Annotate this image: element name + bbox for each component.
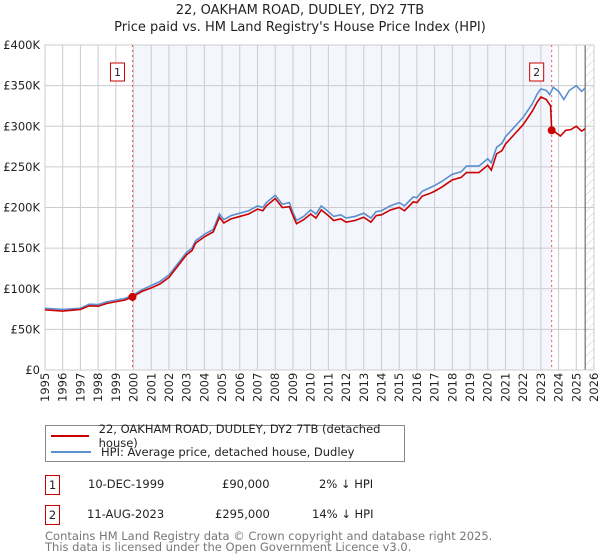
x-tick-label: 2016 bbox=[410, 373, 424, 402]
x-tick-label: 2003 bbox=[180, 373, 194, 402]
x-tick-label: 2026 bbox=[587, 373, 600, 402]
x-tick-label: 1995 bbox=[38, 373, 52, 402]
legend-item-property: 22, OAKHAM ROAD, DUDLEY, DY2 7TB (detach… bbox=[46, 422, 404, 450]
x-tick-label: 2021 bbox=[498, 373, 512, 402]
transaction-price: £295,000 bbox=[215, 507, 270, 521]
transaction-hpi: 2% ↓ HPI bbox=[319, 477, 374, 491]
x-tick-label: 2019 bbox=[463, 373, 477, 402]
x-tick-label: 2005 bbox=[215, 373, 229, 402]
x-tick-label: 2007 bbox=[251, 373, 265, 402]
x-tick-label: 2015 bbox=[392, 373, 406, 402]
transaction-hpi: 14% ↓ HPI bbox=[312, 507, 374, 521]
legend-label: HPI: Average price, detached house, Dudl… bbox=[101, 445, 355, 459]
y-tick-label: £350K bbox=[3, 79, 40, 93]
x-tick-label: 2022 bbox=[516, 373, 530, 402]
x-tick-label: 2000 bbox=[127, 373, 141, 402]
blue-line-swatch bbox=[51, 451, 91, 453]
x-tick-label: 2012 bbox=[339, 373, 353, 402]
footer-copyright: Contains HM Land Registry data © Crown c… bbox=[45, 529, 493, 543]
sale-label: 1 bbox=[114, 66, 121, 79]
x-tick-label: 2024 bbox=[552, 373, 566, 402]
y-tick-label: £250K bbox=[3, 160, 40, 174]
footer-licence: This data is licensed under the Open Gov… bbox=[45, 540, 412, 554]
x-tick-label: 2004 bbox=[197, 373, 211, 402]
marker-badge: 2 bbox=[45, 505, 60, 525]
series-line bbox=[44, 95, 586, 312]
x-tick-label: 1996 bbox=[56, 373, 70, 402]
x-tick-label: 2010 bbox=[304, 373, 318, 402]
x-tick-label: 2001 bbox=[144, 373, 158, 402]
y-tick-label: £150K bbox=[3, 241, 40, 255]
y-tick-label: £200K bbox=[3, 201, 40, 215]
series-line bbox=[44, 84, 586, 311]
x-tick-label: 2008 bbox=[268, 373, 282, 402]
sale-label-box bbox=[529, 62, 545, 82]
transaction-date: 11-AUG-2023 bbox=[87, 507, 165, 521]
y-tick-label: £100K bbox=[3, 282, 40, 296]
x-tick-label: 2009 bbox=[286, 373, 300, 402]
transaction-row: 1 10-DEC-1999 £90,000 2% ↓ HPI bbox=[45, 475, 445, 495]
marker-badge: 1 bbox=[45, 475, 60, 495]
y-tick-label: £400K bbox=[3, 38, 40, 52]
red-line-swatch bbox=[51, 435, 89, 437]
y-tick-label: £50K bbox=[11, 322, 41, 336]
x-tick-label: 2002 bbox=[162, 373, 176, 402]
sale-label: 2 bbox=[533, 66, 540, 79]
chart-subtitle: Price paid vs. HM Land Registry's House … bbox=[114, 20, 486, 35]
legend: 22, OAKHAM ROAD, DUDLEY, DY2 7TB (detach… bbox=[45, 422, 405, 462]
transaction-price: £90,000 bbox=[222, 477, 270, 491]
plot-frame bbox=[44, 44, 595, 371]
x-tick-label: 2023 bbox=[534, 373, 548, 402]
x-tick-label: 2014 bbox=[374, 373, 388, 402]
transaction-row: 2 11-AUG-2023 £295,000 14% ↓ HPI bbox=[45, 505, 445, 525]
sale-point bbox=[547, 126, 556, 135]
transaction-date: 10-DEC-1999 bbox=[88, 477, 165, 491]
price-chart: 1995 1996 1997 1998 1999 2000 2001 2002 2003 2004… bbox=[3, 38, 600, 402]
x-tick-label: 2025 bbox=[569, 373, 583, 402]
x-tick-label: 2018 bbox=[445, 373, 459, 402]
sale-point bbox=[128, 292, 137, 301]
x-tick-label: 1997 bbox=[73, 373, 87, 402]
y-tick-label: £300K bbox=[3, 119, 40, 133]
x-tick-label: 1999 bbox=[109, 373, 123, 402]
chart-title: 22, OAKHAM ROAD, DUDLEY, DY2 7TB bbox=[175, 3, 425, 18]
x-tick-label: 2017 bbox=[428, 373, 442, 402]
x-tick-label: 2011 bbox=[321, 373, 335, 402]
legend-item-hpi: HPI: Average price, detached house, Dudl… bbox=[46, 444, 354, 460]
x-tick-label: 2020 bbox=[481, 373, 495, 402]
x-tick-label: 2013 bbox=[357, 373, 371, 402]
legend-label: 22, OAKHAM ROAD, DUDLEY, DY2 7TB (detach… bbox=[98, 422, 381, 450]
sale-label-box bbox=[109, 62, 125, 82]
x-tick-label: 1998 bbox=[91, 373, 105, 402]
y-tick-label: £0 bbox=[25, 363, 40, 377]
x-tick-label: 2006 bbox=[233, 373, 247, 402]
